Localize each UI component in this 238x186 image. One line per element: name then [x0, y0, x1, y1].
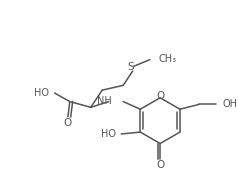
Text: S: S [128, 62, 134, 72]
Text: O: O [156, 160, 164, 170]
Text: O: O [64, 118, 72, 128]
Text: O: O [156, 91, 164, 101]
Text: NH: NH [97, 96, 112, 106]
Text: CH₃: CH₃ [159, 54, 177, 64]
Text: HO: HO [34, 88, 49, 98]
Text: HO: HO [100, 129, 115, 139]
Text: OH: OH [223, 100, 238, 109]
